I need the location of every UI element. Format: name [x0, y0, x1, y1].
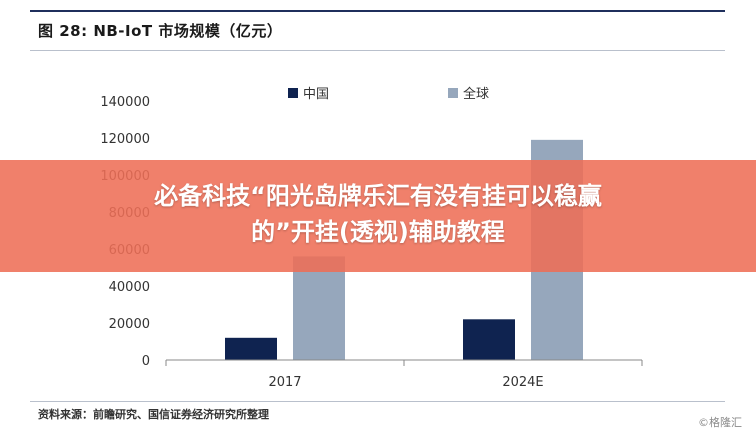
y-tick-label: 140000 [100, 95, 150, 110]
x-tick-label: 2024E [502, 375, 543, 390]
bar-中国-2017 [225, 337, 277, 360]
legend: 中国 全球 [288, 86, 489, 102]
figure-title: 图 28: NB-IoT 市场规模（亿元） [38, 22, 283, 40]
watermark: ©格隆汇 [698, 416, 742, 429]
y-tick-label: 120000 [100, 132, 150, 147]
overlay-line-1: 必备科技“阳光岛牌乐汇有没有挂可以稳赢 [154, 182, 602, 210]
figure-frame [30, 10, 725, 428]
legend-label-全球: 全球 [463, 86, 489, 102]
title-divider [30, 50, 725, 51]
source-divider [30, 401, 725, 402]
x-axis-ticks: 2017 2024E [268, 375, 543, 390]
source-note: 资料来源：前瞻研究、国信证券经济研究所整理 [38, 408, 269, 421]
bar-中国-2024E [463, 319, 515, 360]
x-axis [165, 359, 643, 366]
legend-swatch-中国 [288, 88, 298, 98]
overlay-text: 必备科技“阳光岛牌乐汇有没有挂可以稳赢 的”开挂(透视)辅助教程 [0, 178, 756, 250]
legend-label-中国: 中国 [303, 87, 329, 102]
legend-swatch-全球 [448, 88, 458, 98]
x-tick-label: 2017 [268, 375, 301, 390]
overlay-banner [0, 160, 756, 272]
overlay-line-2: 的”开挂(透视)辅助教程 [251, 218, 505, 246]
bar-全球-2017 [293, 256, 345, 360]
y-tick-label: 0 [142, 354, 150, 369]
y-tick-label: 20000 [109, 317, 150, 332]
y-tick-label: 40000 [109, 280, 150, 295]
